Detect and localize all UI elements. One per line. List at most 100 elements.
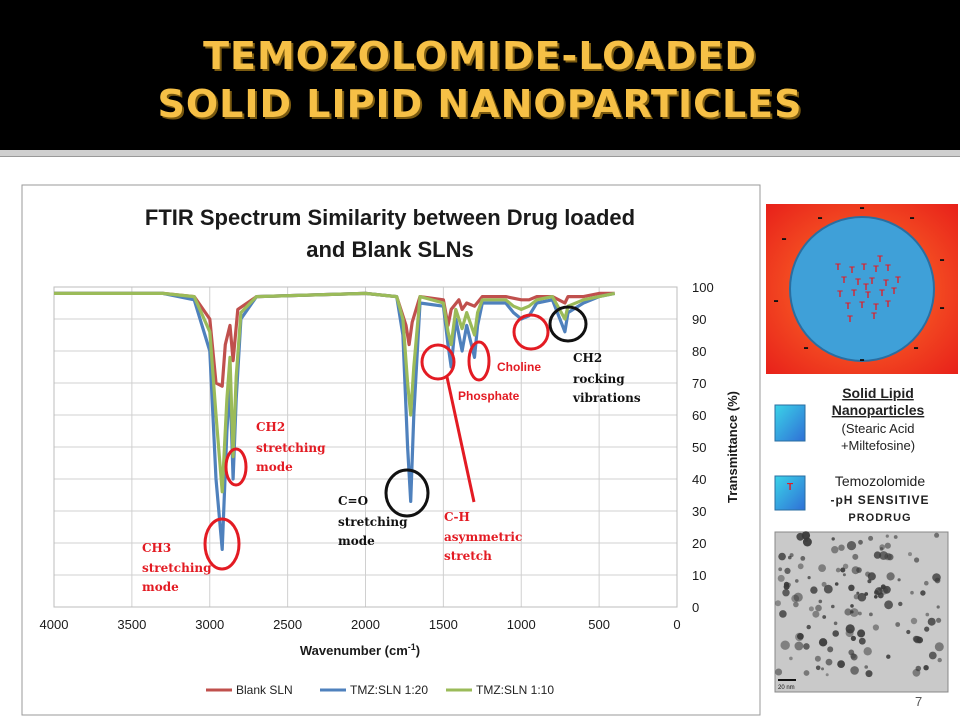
- tem-particle: [848, 649, 855, 656]
- charge-symbol: -: [939, 299, 944, 316]
- tem-particle: [914, 557, 920, 563]
- tem-particle: [780, 640, 790, 650]
- tem-particle: [793, 592, 803, 602]
- tmz-mark: T: [879, 288, 885, 298]
- tem-particles: [775, 531, 944, 678]
- tem-particle: [858, 539, 863, 545]
- label-ch-2: asymmetric: [444, 530, 522, 544]
- peak-circle-ch: [420, 343, 456, 381]
- tem-particle: [845, 624, 855, 634]
- y-tick-label: 0: [692, 600, 699, 615]
- tem-particle: [868, 535, 874, 541]
- series-line-3: [54, 291, 616, 494]
- tem-particle: [808, 606, 814, 612]
- charge-symbol: -: [909, 209, 914, 226]
- tmz-mark: T: [837, 289, 843, 299]
- peak-circle-co: [384, 468, 430, 518]
- tem-particle: [775, 668, 783, 676]
- tmz-mark: T: [885, 263, 891, 273]
- tem-particle: [849, 608, 859, 617]
- tem-particle: [846, 541, 857, 551]
- sln-legend-title-2: Nanoparticles: [832, 402, 925, 418]
- ch-pointer-line: [445, 376, 476, 503]
- tem-particle: [863, 647, 872, 656]
- nanoparticle-sphere: [789, 216, 935, 362]
- label-ch2r-3: vibrations: [572, 391, 641, 405]
- chart-series: [54, 291, 616, 551]
- tem-particle: [825, 658, 833, 666]
- tem-particle: [837, 660, 845, 668]
- tmz-molecules: T T T T TTT T T T TT T T T TT T T TT TT: [835, 254, 901, 324]
- tem-particle: [823, 584, 833, 594]
- label-ch2r-2: rocking: [573, 372, 625, 386]
- tem-particle: [910, 617, 918, 625]
- legend-label-blank: Blank SLN: [236, 683, 293, 697]
- tem-particle: [884, 542, 891, 549]
- tem-particle: [895, 622, 901, 627]
- tem-particle: [908, 552, 912, 557]
- tem-particle: [848, 584, 855, 591]
- tem-particle: [925, 612, 930, 617]
- tem-image-frame: [774, 531, 949, 693]
- tem-particle: [873, 551, 882, 559]
- tem-particle: [818, 638, 828, 647]
- charge-symbol: -: [859, 199, 864, 216]
- tem-particle: [832, 630, 839, 637]
- charge-symbol: -: [913, 339, 918, 356]
- tem-particle: [924, 626, 930, 632]
- tem-particle: [797, 633, 804, 640]
- tem-particle: [886, 654, 891, 659]
- tmz-mark: T: [841, 275, 847, 285]
- charge-symbol: -: [939, 251, 944, 268]
- y-tick-label: 60: [692, 408, 706, 423]
- slide-number: 7: [915, 694, 923, 709]
- tem-particle: [879, 551, 888, 560]
- tmz-mark: T: [873, 264, 879, 274]
- label-ch2s-3: mode: [256, 460, 293, 474]
- tem-particle: [851, 566, 860, 575]
- tem-particle: [821, 581, 827, 587]
- tem-particle: [936, 605, 940, 609]
- tem-particle: [857, 629, 866, 638]
- label-ch3-2: stretching: [142, 561, 212, 575]
- tmz-legend-label-2: -pH SENSITIVE: [830, 493, 929, 507]
- tem-particle: [777, 574, 785, 582]
- tem-particle: [806, 624, 811, 630]
- tem-particle: [850, 604, 854, 608]
- tem-particle: [778, 552, 786, 561]
- tem-particle: [788, 555, 792, 560]
- tem-particle: [803, 643, 810, 650]
- tmz-mark: T: [895, 275, 901, 285]
- tem-particle: [910, 590, 914, 595]
- tem-particle: [924, 580, 929, 586]
- tem-particle: [897, 578, 901, 582]
- tem-particle: [814, 655, 821, 662]
- tem-particle: [858, 637, 866, 645]
- tem-particle: [850, 635, 857, 642]
- tem-particle: [879, 586, 888, 595]
- chart-title-line-2: and Blank SLNs: [306, 237, 473, 262]
- charge-symbol: -: [817, 209, 822, 226]
- tmz-mark: T: [859, 300, 865, 310]
- y-tick-label: 80: [692, 344, 706, 359]
- peak-circle-ch3: [203, 517, 241, 571]
- tem-particle: [842, 573, 846, 577]
- tem-particle: [822, 615, 827, 619]
- tmz-mark: T: [871, 311, 877, 321]
- tem-particle: [800, 556, 806, 561]
- label-phosphate: Phosphate: [458, 389, 520, 403]
- tem-particle: [831, 604, 835, 609]
- slide-title-bar: TEMOZOLOMIDE-LOADED SOLID LIPID NANOPART…: [0, 0, 960, 150]
- tem-particle: [831, 537, 835, 541]
- tem-particle: [775, 600, 781, 607]
- charge-symbol: -: [773, 292, 778, 309]
- tmz-mark: T: [869, 276, 875, 286]
- sln-legend-title-1: Solid Lipid: [842, 385, 914, 401]
- x-tick-label: 2500: [273, 617, 302, 632]
- y-tick-label: 100: [692, 280, 714, 295]
- chart-title-line-1: FTIR Spectrum Similarity between Drug lo…: [145, 205, 635, 230]
- tem-particle: [782, 589, 790, 597]
- tmz-mark: T: [883, 278, 889, 288]
- charge-symbol: -: [859, 351, 864, 368]
- tem-particle: [872, 624, 880, 631]
